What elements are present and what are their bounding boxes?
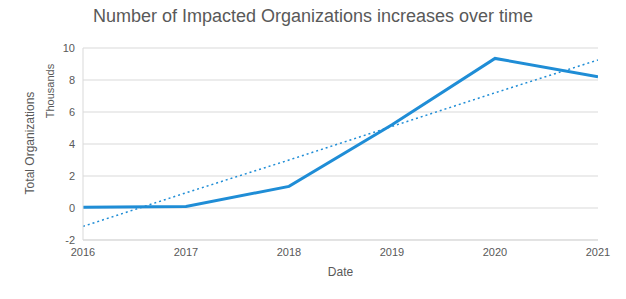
- svg-text:6: 6: [69, 106, 75, 118]
- svg-text:2021: 2021: [586, 246, 610, 258]
- svg-text:4: 4: [69, 138, 75, 150]
- svg-text:2020: 2020: [483, 246, 507, 258]
- svg-text:2017: 2017: [174, 246, 198, 258]
- svg-text:10: 10: [63, 42, 75, 54]
- svg-text:8: 8: [69, 74, 75, 86]
- html-text:Total Organizations: Total Organizations: [23, 91, 37, 195]
- html-text:Number of Impacted Organizatio: Number of Impacted Organizations increas…: [92, 6, 534, 26]
- svg-text:0: 0: [69, 202, 75, 214]
- svg-text:-2: -2: [65, 234, 75, 246]
- svg-text:2019: 2019: [380, 246, 404, 258]
- svg-text:2: 2: [69, 170, 75, 182]
- html-text:Thousands: Thousands: [44, 63, 56, 119]
- svg-text:2018: 2018: [277, 246, 301, 258]
- svg-text:Date: Date: [328, 265, 354, 279]
- svg-text:2016: 2016: [71, 246, 95, 258]
